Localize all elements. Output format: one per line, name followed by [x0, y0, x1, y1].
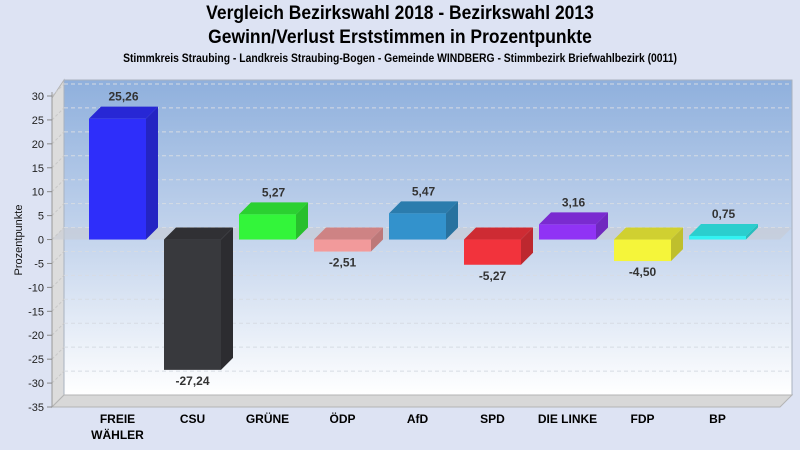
y-tick-label: 10 — [32, 187, 44, 199]
bar-side — [296, 202, 308, 240]
bar-side — [596, 212, 608, 240]
gridline-side — [51, 275, 65, 288]
data-label: -5,27 — [479, 269, 507, 283]
bar-side — [521, 227, 533, 265]
gridline-side — [51, 83, 65, 97]
data-label: 5,47 — [412, 184, 436, 198]
bar — [314, 227, 383, 252]
bar-side — [221, 227, 233, 370]
bar-front — [539, 224, 596, 240]
y-tick-label: 5 — [38, 211, 44, 223]
y-tick-label: 15 — [32, 163, 44, 175]
gridline-side — [51, 107, 65, 121]
bar-front — [614, 239, 671, 262]
bar — [389, 201, 458, 240]
data-label: 0,75 — [712, 207, 736, 221]
bar-top — [464, 227, 533, 240]
x-tick-label: BP — [709, 412, 726, 426]
bar-front — [314, 239, 371, 252]
y-tick-label: 20 — [32, 139, 44, 151]
y-tick-label: -5 — [34, 258, 44, 270]
bar-front — [464, 239, 521, 265]
data-label: 3,16 — [562, 195, 586, 209]
bar-front — [89, 118, 146, 240]
y-tick-label: 30 — [32, 91, 44, 103]
bar-side — [446, 201, 458, 240]
x-tick-label: FDP — [631, 412, 655, 426]
bar-top — [239, 202, 308, 215]
y-tick-label: 25 — [32, 115, 44, 127]
bar-side — [746, 223, 758, 240]
gridline-side — [51, 131, 65, 145]
bar-top — [164, 227, 233, 240]
y-tick-label: -15 — [28, 306, 44, 318]
y-tick-label: -25 — [28, 354, 44, 366]
bar — [239, 202, 308, 240]
y-axis-label: Prozentpunkte — [13, 205, 25, 276]
data-label: 5,27 — [262, 185, 286, 199]
bar-front — [689, 235, 746, 240]
bar-top — [614, 227, 683, 240]
chart-subtitle: Gewinn/Verlust Erststimmen in Prozentpun… — [208, 27, 592, 48]
bar-side — [146, 106, 158, 240]
bar-front — [164, 239, 221, 370]
x-tick-label: GRÜNE — [246, 411, 289, 426]
plot-floor — [50, 394, 794, 408]
bar — [89, 106, 158, 240]
gridline-side — [51, 203, 65, 216]
y-tick-label: -35 — [28, 402, 44, 414]
bar-top — [539, 212, 608, 225]
x-tick-label: CSU — [180, 412, 205, 426]
x-tick-label: AfD — [407, 412, 429, 426]
bar-side — [371, 227, 383, 252]
bar — [539, 212, 608, 240]
gridline-side — [51, 227, 65, 240]
gridline-side — [51, 155, 65, 169]
data-label: -4,50 — [629, 265, 657, 279]
bar-front — [239, 214, 296, 240]
bar-side — [671, 227, 683, 262]
x-tick-label: FREIE — [100, 412, 135, 426]
gridline-side — [51, 322, 65, 336]
bar-front — [389, 213, 446, 240]
gridline-side — [51, 370, 65, 384]
bar — [464, 227, 533, 265]
y-tick-label: -20 — [28, 330, 44, 342]
y-tick-label: -30 — [28, 378, 44, 390]
x-tick-label: SPD — [480, 412, 505, 426]
chart-title: Vergleich Bezirkswahl 2018 - Bezirkswahl… — [206, 3, 594, 24]
gridline-side — [51, 179, 65, 193]
y-tick-label: -10 — [28, 282, 44, 294]
x-tick-label: WÄHLER — [91, 427, 144, 442]
bar-top — [689, 223, 758, 236]
bar-top — [89, 106, 158, 119]
bar — [614, 227, 683, 262]
bar-top — [314, 227, 383, 240]
gridline-side — [51, 251, 65, 264]
bar — [689, 223, 758, 240]
x-tick-label: DIE LINKE — [538, 412, 597, 426]
gridline-side — [51, 346, 65, 360]
y-tick-label: 0 — [38, 235, 44, 247]
x-tick-label: ÖDP — [329, 411, 355, 426]
bar — [164, 227, 233, 370]
data-label: 25,26 — [108, 90, 138, 104]
bar-top — [389, 201, 458, 214]
data-label: -27,24 — [175, 374, 209, 388]
gridline-side — [51, 298, 65, 312]
chart-subtitle-location: Stimmkreis Straubing - Landkreis Straubi… — [123, 53, 677, 65]
data-label: -2,51 — [329, 256, 357, 270]
